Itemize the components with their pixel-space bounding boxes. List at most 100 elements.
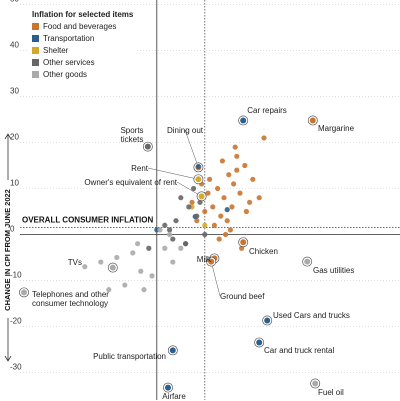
- legend-swatch: [32, 59, 39, 66]
- point: [218, 213, 224, 219]
- point-labeled: [198, 193, 205, 200]
- point: [216, 236, 222, 242]
- point: [162, 222, 168, 228]
- point-label: Fuel oil: [318, 388, 344, 397]
- point-label: Chicken: [249, 247, 278, 256]
- point-label: Gas utilities: [313, 266, 355, 275]
- legend-item: Other goods: [32, 70, 133, 79]
- arrow-down-head: [4, 355, 12, 362]
- leader-line: [210, 261, 221, 297]
- point: [186, 204, 192, 210]
- y-tick-label: 40: [10, 41, 19, 50]
- point-labeled: [240, 239, 247, 246]
- point-label: Milk: [196, 255, 211, 264]
- point: [194, 213, 200, 219]
- point: [226, 172, 232, 178]
- point: [215, 185, 221, 192]
- point-label: Margarine: [318, 124, 355, 133]
- point-labeled: [21, 289, 27, 296]
- legend-swatch: [32, 47, 39, 54]
- point: [149, 273, 155, 279]
- point: [197, 199, 203, 205]
- point: [231, 181, 237, 187]
- point: [242, 162, 248, 169]
- point: [178, 195, 184, 201]
- point: [138, 268, 144, 274]
- point: [250, 176, 256, 182]
- point: [237, 190, 243, 196]
- point: [183, 241, 189, 247]
- point-label: Car and truck rental: [264, 346, 335, 355]
- arrow-up-head: [4, 133, 12, 140]
- point-labeled: [256, 339, 263, 346]
- point: [130, 250, 136, 256]
- y-tick-label: 30: [10, 87, 19, 96]
- point-label: Ground beef: [220, 292, 265, 301]
- point: [202, 208, 208, 215]
- point-labeled: [304, 258, 311, 265]
- point: [167, 231, 173, 238]
- point: [207, 176, 213, 182]
- y-tick-label: -30: [10, 363, 22, 372]
- point: [146, 245, 152, 251]
- point-labeled: [240, 117, 247, 124]
- reference-label: OVERALL CONSUMER INFLATION: [22, 216, 153, 225]
- point: [202, 231, 208, 238]
- point-labeled: [169, 347, 176, 354]
- point-labeled: [264, 317, 271, 324]
- legend-item: Food and beverages: [32, 22, 133, 31]
- point: [106, 287, 112, 293]
- point-labeled: [309, 117, 316, 124]
- point-label: Used Cars and trucks: [273, 311, 350, 320]
- y-tick-label: 20: [10, 133, 19, 142]
- y-tick-label: 10: [10, 179, 19, 188]
- point: [82, 264, 88, 270]
- legend-label: Shelter: [43, 46, 69, 55]
- legend-swatch: [32, 71, 39, 78]
- point: [221, 195, 227, 201]
- leader-line: [147, 167, 199, 180]
- point-labeled: [165, 384, 171, 391]
- point-label: Car repairs: [247, 106, 287, 115]
- point: [195, 163, 201, 170]
- y-tick-label: -20: [10, 317, 22, 326]
- point-label: Dining out: [166, 126, 204, 135]
- point-label: Owner's equivalent of rent: [84, 178, 177, 187]
- point-labeled: [312, 380, 319, 387]
- point: [173, 218, 179, 224]
- point: [224, 207, 230, 213]
- point: [98, 259, 104, 265]
- point: [247, 199, 253, 205]
- y-tick-label: 0: [10, 225, 15, 234]
- legend-title: Inflation for selected items: [32, 10, 134, 19]
- point: [135, 241, 141, 247]
- point: [224, 218, 230, 224]
- point-labeled: [208, 258, 215, 265]
- point: [191, 185, 197, 192]
- point: [162, 245, 168, 251]
- point: [157, 227, 163, 233]
- point: [229, 204, 235, 210]
- point: [234, 167, 240, 173]
- legend-label: Other goods: [43, 70, 88, 79]
- point: [122, 282, 128, 288]
- legend-label: Transportation: [43, 34, 95, 43]
- point-label: Airfare: [162, 392, 186, 401]
- legend-item: Other services: [32, 58, 133, 67]
- y-tick-label: 50: [10, 0, 19, 4]
- point: [219, 158, 225, 164]
- legend-swatch: [32, 35, 39, 42]
- point-label: Sports tickets: [120, 126, 144, 144]
- point-labeled: [144, 143, 151, 150]
- legend-item: Transportation: [32, 34, 133, 43]
- point: [227, 227, 233, 233]
- point: [194, 218, 200, 224]
- point: [114, 254, 120, 261]
- point-label: Public transportation: [93, 352, 166, 361]
- point: [232, 144, 238, 150]
- point: [211, 222, 217, 228]
- point: [189, 199, 195, 205]
- y-axis-label: CHANGE IN CPI FROM JUNE 2022: [3, 189, 12, 311]
- point: [170, 259, 176, 265]
